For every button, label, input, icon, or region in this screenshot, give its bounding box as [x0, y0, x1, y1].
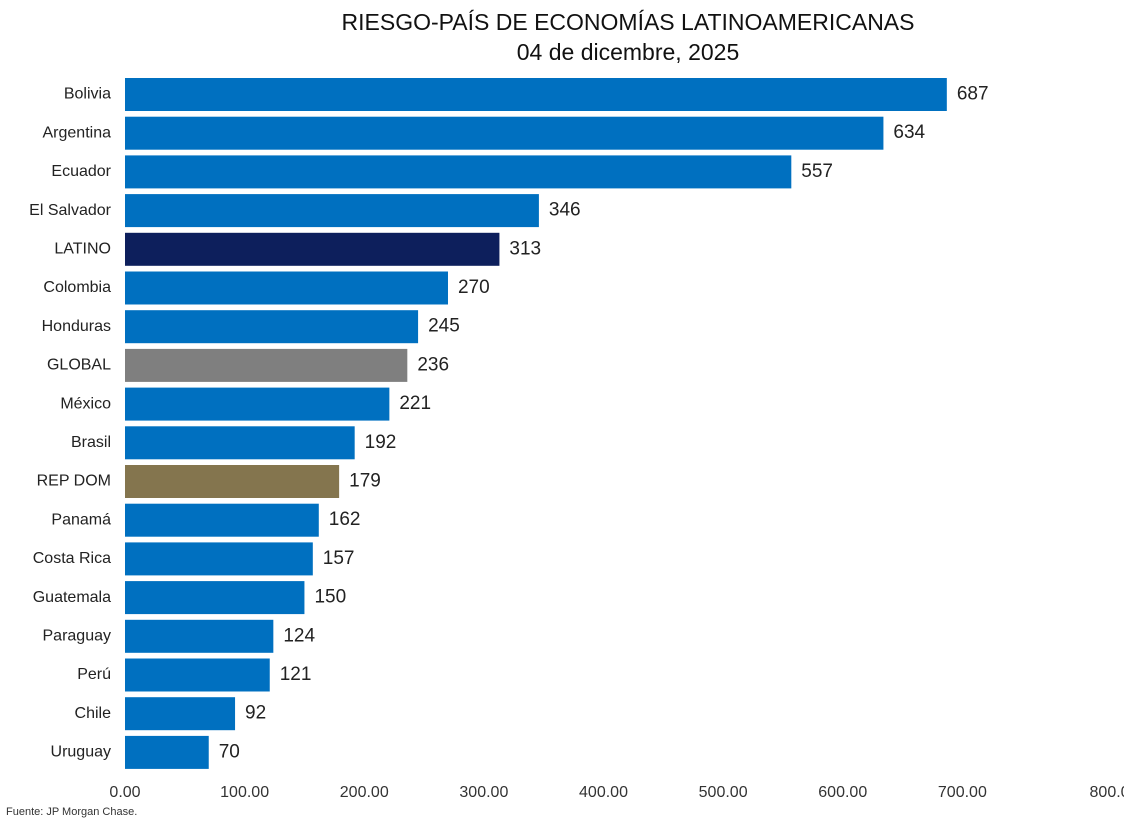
x-tick-label: 700.00: [938, 784, 987, 801]
bar-bolivia: [125, 78, 947, 111]
category-label-argentina: Argentina: [43, 124, 112, 141]
bar-panama: [125, 503, 319, 537]
value-label-panama: 162: [329, 509, 361, 530]
bar-chile: [125, 697, 236, 731]
bar-mexico: [125, 387, 390, 421]
category-label-el-salvador: El Salvador: [29, 202, 111, 219]
category-label-brasil: Brasil: [71, 434, 111, 451]
value-label-argentina: 634: [893, 122, 925, 143]
value-label-mexico: 221: [399, 393, 431, 414]
x-tick-label: 300.00: [459, 784, 508, 801]
bar-uruguay: [125, 735, 209, 769]
source-note: Fuente: JP Morgan Chase.: [6, 806, 137, 818]
value-label-colombia: 270: [458, 277, 490, 298]
category-label-colombia: Colombia: [43, 279, 111, 296]
bar-colombia: [125, 271, 448, 305]
category-label-paraguay: Paraguay: [43, 628, 112, 645]
category-label-mexico: México: [60, 395, 111, 412]
value-label-paraguay: 124: [283, 625, 315, 646]
category-label-ecuador: Ecuador: [51, 163, 111, 180]
x-tick-label: 400.00: [579, 784, 628, 801]
category-label-peru: Perú: [77, 666, 111, 683]
value-label-ecuador: 557: [801, 161, 833, 182]
value-label-uruguay: 70: [219, 741, 240, 762]
category-label-panama: Panamá: [51, 511, 111, 528]
category-label-guatemala: Guatemala: [33, 589, 111, 606]
bar-peru: [125, 658, 270, 692]
category-label-global: GLOBAL: [47, 357, 111, 374]
bar-guatemala: [125, 581, 305, 615]
value-label-honduras: 245: [428, 316, 460, 337]
x-tick-label: 0.00: [109, 784, 140, 801]
category-labels: Bolivia Argentina Ecuador El Salvador LATINO…: [29, 86, 112, 761]
bar-honduras: [125, 310, 419, 344]
value-label-costa-rica: 157: [323, 548, 355, 569]
value-label-latino: 313: [509, 238, 541, 259]
x-tick-label: 500.00: [699, 784, 748, 801]
bar-rep-dom: [125, 465, 340, 498]
bar-el-salvador: [125, 194, 539, 228]
chart-subtitle: 04 de dicembre, 2025: [517, 39, 740, 65]
category-label-latino: LATINO: [54, 241, 111, 258]
category-label-bolivia: Bolivia: [64, 86, 111, 103]
x-tick-label: 600.00: [818, 784, 867, 801]
value-label-chile: 92: [245, 703, 266, 724]
chart-title: RIESGO-PAÍS DE ECONOMÍAS LATINOAMERICANA…: [342, 9, 915, 35]
bar-ecuador: [125, 155, 792, 189]
category-label-costa-rica: Costa Rica: [33, 550, 111, 567]
value-label-peru: 121: [280, 664, 312, 685]
value-label-rep-dom: 179: [349, 471, 381, 492]
category-label-honduras: Honduras: [42, 318, 111, 335]
x-tick-label: 800.00: [1090, 784, 1124, 801]
x-axis-ticks: 0.00 100.00 200.00 300.00 400.00 500.00 600.00…: [109, 784, 1124, 801]
category-label-uruguay: Uruguay: [51, 744, 111, 761]
x-tick-label: 100.00: [220, 784, 269, 801]
bar-global: [125, 348, 408, 382]
value-label-global: 236: [417, 354, 449, 375]
bars-group: [125, 78, 947, 769]
category-label-chile: Chile: [75, 705, 112, 722]
bar-paraguay: [125, 619, 274, 653]
bar-costa-rica: [125, 542, 313, 576]
x-tick-label: 200.00: [340, 784, 389, 801]
bar-argentina: [125, 116, 884, 150]
value-label-el-salvador: 346: [549, 200, 581, 221]
bar-brasil: [125, 426, 355, 460]
value-label-guatemala: 150: [314, 587, 346, 608]
value-label-brasil: 192: [365, 432, 397, 453]
category-label-rep-dom: REP DOM: [37, 473, 111, 490]
bar-latino: [125, 232, 500, 266]
value-label-bolivia: 687: [957, 84, 989, 105]
